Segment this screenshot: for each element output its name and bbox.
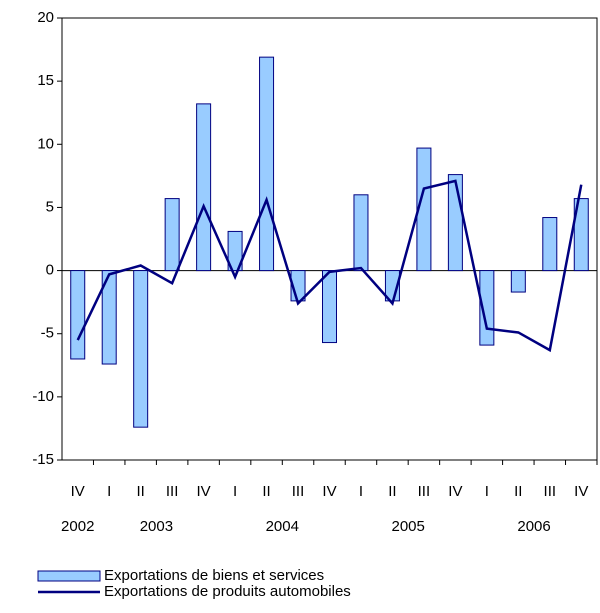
x-tick-label: II: [388, 483, 396, 500]
x-tick-label: II: [514, 483, 522, 500]
x-tick-label: IV: [197, 483, 211, 500]
bar: [133, 270, 149, 428]
x-tick-label: IV: [322, 483, 336, 500]
bar: [510, 270, 526, 293]
bar: [353, 194, 369, 272]
year-label: 2004: [266, 518, 299, 535]
x-tick-label: I: [107, 483, 111, 500]
bar: [196, 103, 212, 272]
x-tick-label: I: [485, 483, 489, 500]
x-tick-label: I: [233, 483, 237, 500]
year-label: 2006: [517, 518, 550, 535]
line: [76, 179, 583, 353]
y-tick-label: 15: [37, 72, 54, 89]
bar: [164, 198, 180, 272]
y-tick-label: 20: [37, 9, 54, 26]
x-tick-label: IV: [448, 483, 462, 500]
y-tick-label: 10: [37, 135, 54, 152]
bar: [542, 217, 558, 272]
x-tick-label: III: [166, 483, 179, 500]
x-tick-label: IV: [71, 483, 85, 500]
year-label: 2005: [391, 518, 424, 535]
year-label: 2002: [61, 518, 94, 535]
y-tick-label: -5: [41, 325, 54, 342]
x-tick-label: III: [544, 483, 557, 500]
bar: [101, 270, 117, 365]
x-tick-label: III: [418, 483, 431, 500]
y-tick-label: 0: [46, 262, 54, 279]
x-tick-label: I: [359, 483, 363, 500]
bar: [322, 270, 337, 344]
y-tick-label: -15: [32, 451, 54, 468]
x-tick-label: II: [137, 483, 145, 500]
bar: [259, 56, 275, 272]
x-tick-label: IV: [574, 483, 588, 500]
bar: [227, 230, 243, 272]
x-tick-label: III: [292, 483, 305, 500]
bar: [479, 270, 495, 346]
bar: [447, 174, 463, 272]
plot-frame: [61, 17, 598, 461]
legend-swatch: [37, 570, 101, 582]
x-tick-label: II: [262, 483, 270, 500]
y-tick-label: 5: [46, 198, 54, 215]
bar: [70, 270, 86, 360]
legend-label: Exportations de biens et services: [104, 567, 324, 584]
bar: [573, 198, 589, 272]
y-tick-label: -10: [32, 388, 54, 405]
year-label: 2003: [140, 518, 173, 535]
legend-label: Exportations de produits automobiles: [104, 583, 351, 600]
